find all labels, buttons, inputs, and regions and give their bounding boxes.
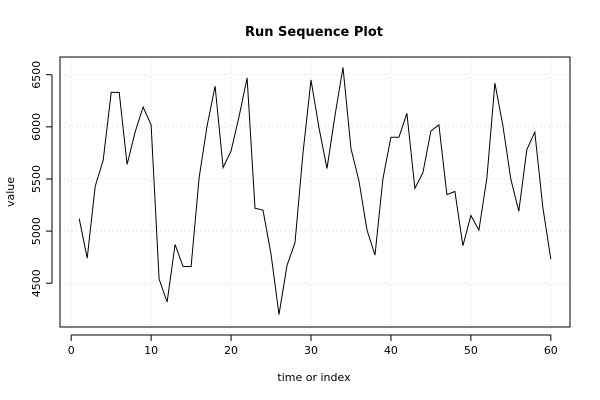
x-tick-label: 60: [544, 344, 558, 357]
series-line: [78, 67, 552, 315]
x-axis-label: time or index: [277, 371, 351, 384]
series-line-group: [78, 67, 552, 315]
axes: 0 10 20 30 40 50 60 4500 5000 5500 6000 6500: [30, 61, 558, 357]
y-tick-label: 4500: [30, 269, 43, 297]
x-tick-label: 20: [224, 344, 238, 357]
y-tick-label: 6000: [30, 113, 43, 141]
y-tick-label: 6500: [30, 61, 43, 89]
plot-frame: [59, 56, 571, 328]
x-tick-label: 0: [68, 344, 75, 357]
y-tick-label: 5500: [30, 165, 43, 193]
y-axis-label: value: [4, 177, 17, 207]
x-tick-label: 30: [304, 344, 318, 357]
y-tick-label: 5000: [30, 217, 43, 245]
grid-lines: [60, 57, 570, 327]
x-tick-label: 10: [144, 344, 158, 357]
chart-title: Run Sequence Plot: [245, 25, 383, 40]
x-tick-label: 40: [384, 344, 398, 357]
x-tick-label: 50: [464, 344, 478, 357]
